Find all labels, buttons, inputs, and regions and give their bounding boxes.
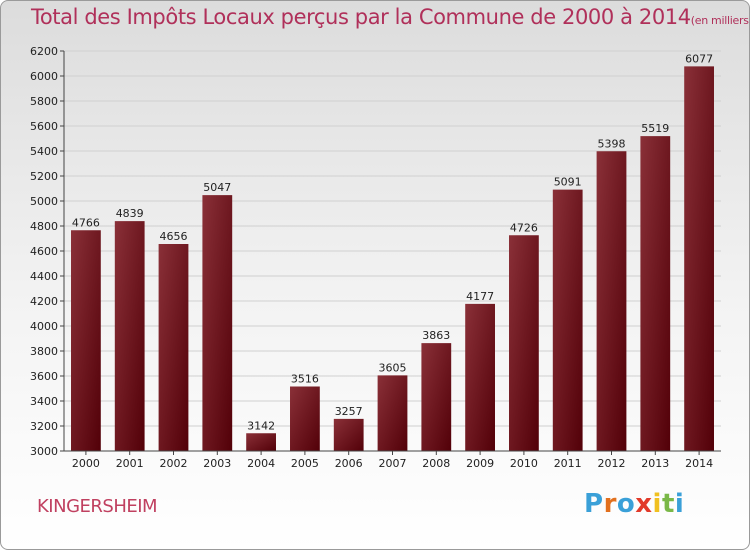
bar-value-label: 4839 [116, 207, 144, 220]
y-tick-label: 6200 [30, 45, 58, 58]
x-tick-label: 2003 [203, 457, 231, 470]
y-tick-label: 3200 [30, 420, 58, 433]
bar-value-label: 3516 [291, 373, 319, 386]
y-tick-label: 6000 [30, 70, 58, 83]
x-tick-label: 2002 [160, 457, 188, 470]
y-tick-label: 5600 [30, 120, 58, 133]
x-tick-label: 2011 [554, 457, 582, 470]
bar-value-label: 5398 [598, 137, 626, 150]
y-tick-label: 3000 [30, 445, 58, 458]
x-tick-label: 2012 [598, 457, 626, 470]
bar-value-label: 4177 [466, 290, 494, 303]
y-tick-label: 4800 [30, 220, 58, 233]
y-tick-label: 3800 [30, 345, 58, 358]
bar [158, 244, 189, 451]
bar [465, 303, 495, 451]
y-tick-label: 5000 [30, 195, 58, 208]
x-tick-label: 2013 [641, 457, 669, 470]
bar-value-label: 3863 [422, 329, 450, 342]
logo-letter: P [584, 489, 604, 519]
logo-letter: x [635, 489, 653, 519]
bar [421, 343, 452, 451]
y-tick-label: 3600 [30, 370, 58, 383]
x-tick-label: 2001 [116, 457, 144, 470]
y-tick-label: 5200 [30, 170, 58, 183]
logo-letter: o [616, 489, 636, 519]
y-tick-label: 5800 [30, 95, 58, 108]
bar-layer [71, 66, 714, 451]
axis-layer [60, 50, 721, 455]
y-tick-label: 4400 [30, 270, 58, 283]
logo-letter: i [674, 489, 685, 519]
x-tick-label: 2010 [510, 457, 538, 470]
bar [290, 386, 320, 451]
y-tick-label: 4200 [30, 295, 58, 308]
bar [71, 230, 101, 451]
bar [377, 375, 408, 451]
x-tick-label: 2008 [422, 457, 450, 470]
proxiti-logo: Proxiti [584, 489, 684, 519]
bar-value-label: 6077 [685, 52, 713, 65]
y-tick-label: 3400 [30, 395, 58, 408]
bar [596, 151, 627, 451]
x-tick-label: 2004 [247, 457, 275, 470]
bar [684, 66, 714, 451]
bar [509, 235, 539, 451]
bar-value-label: 5047 [203, 181, 231, 194]
bar-value-label: 3605 [379, 361, 407, 374]
bar-value-label: 3257 [335, 405, 363, 418]
title-unit: (en milliers d'€) [690, 14, 749, 27]
bar-value-label: 3142 [247, 419, 275, 432]
x-tick-label: 2009 [466, 457, 494, 470]
chart-title: Total des Impôts Locaux perçus par la Co… [31, 5, 749, 29]
x-tick-label: 2007 [379, 457, 407, 470]
logo-letter: t [661, 489, 675, 519]
bar-value-label: 4766 [72, 216, 100, 229]
bar [640, 136, 671, 451]
commune-name: KINGERSHEIM [37, 496, 158, 517]
bar [246, 433, 276, 451]
x-tick-label: 2006 [335, 457, 363, 470]
x-tick-label: 2005 [291, 457, 319, 470]
bar-value-label: 4726 [510, 221, 538, 234]
logo-letter: r [603, 489, 617, 519]
y-tick-label: 5400 [30, 145, 58, 158]
bar [114, 221, 145, 451]
x-tick-label: 2000 [72, 457, 100, 470]
bar [552, 189, 583, 451]
y-tick-label: 4000 [30, 320, 58, 333]
bar-value-label: 5519 [641, 122, 669, 135]
logo-letter: i [652, 489, 662, 519]
y-tick-label: 4600 [30, 245, 58, 258]
label-layer: 3000 3200 3400 3600 3800 4000 4200 4400 4600 4800… [30, 45, 713, 470]
title-main: Total des Impôts Locaux perçus par la Co… [31, 5, 691, 29]
bar [333, 418, 364, 451]
bar [202, 195, 233, 451]
bar-value-label: 4656 [160, 230, 188, 243]
x-tick-label: 2014 [685, 457, 713, 470]
bar-value-label: 5091 [554, 176, 582, 189]
